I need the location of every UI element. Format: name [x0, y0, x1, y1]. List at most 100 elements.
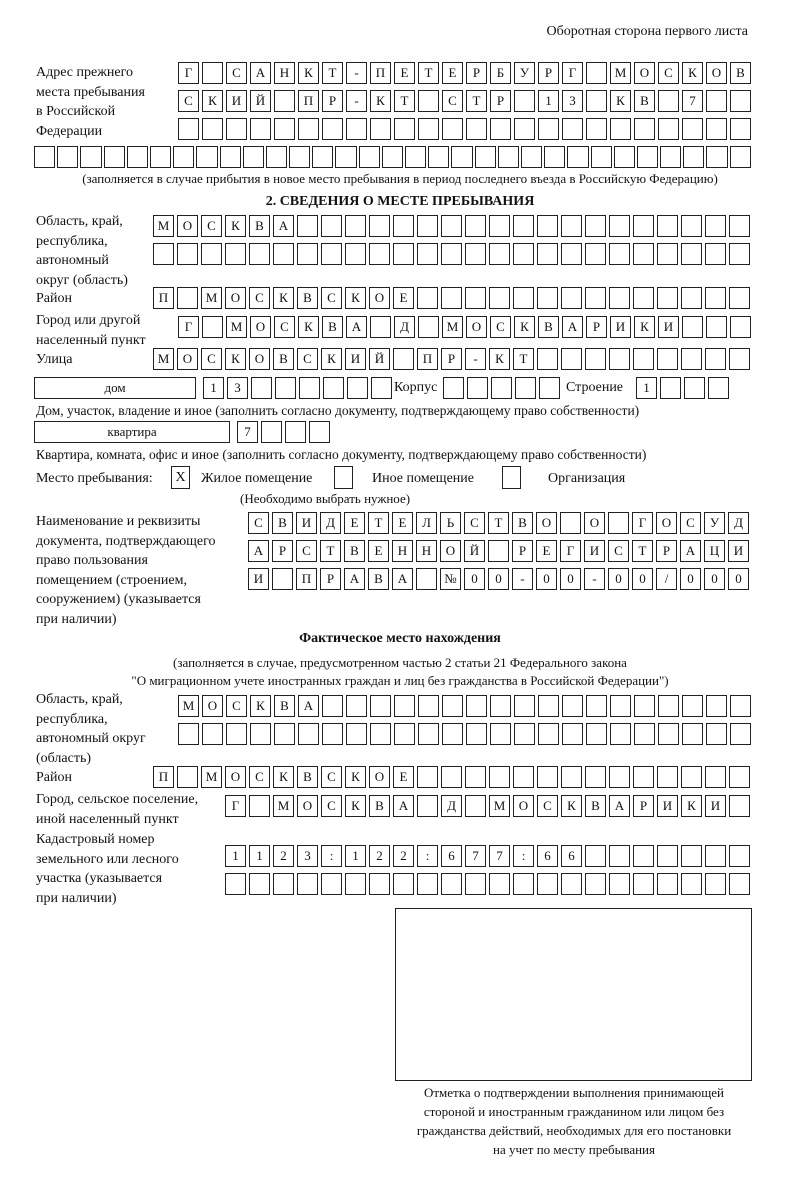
char-cell[interactable] [729, 766, 750, 788]
char-cell[interactable] [418, 90, 439, 112]
char-cell[interactable]: Е [442, 62, 463, 84]
char-cell[interactable]: А [393, 795, 414, 817]
char-cell[interactable] [561, 348, 582, 370]
char-cell[interactable] [544, 146, 566, 168]
char-cell[interactable] [177, 287, 198, 309]
char-cell[interactable]: А [273, 215, 294, 237]
char-cell[interactable]: К [634, 316, 655, 338]
char-cell[interactable]: Й [464, 540, 485, 562]
char-cell[interactable] [613, 146, 635, 168]
char-cell[interactable] [681, 873, 702, 895]
char-cell[interactable] [297, 243, 318, 265]
char-cell[interactable]: К [681, 795, 702, 817]
char-cell[interactable]: В [272, 512, 293, 534]
char-cell[interactable] [633, 766, 654, 788]
char-cell[interactable] [202, 62, 223, 84]
char-cell[interactable]: К [273, 766, 294, 788]
char-cell[interactable]: К [321, 348, 342, 370]
char-cell[interactable]: К [273, 287, 294, 309]
char-cell[interactable]: С [442, 90, 463, 112]
char-cell[interactable] [285, 421, 306, 443]
char-cell[interactable]: - [346, 90, 367, 112]
char-cell[interactable] [538, 723, 559, 745]
char-cell[interactable] [321, 215, 342, 237]
char-cell[interactable]: Й [369, 348, 390, 370]
char-cell[interactable] [242, 146, 264, 168]
char-cell[interactable]: М [226, 316, 247, 338]
prev-address-row-4[interactable] [34, 146, 751, 168]
char-cell[interactable] [202, 316, 223, 338]
char-cell[interactable] [681, 287, 702, 309]
char-cell[interactable]: / [656, 568, 677, 590]
char-cell[interactable]: О [177, 215, 198, 237]
char-cell[interactable]: К [370, 90, 391, 112]
char-cell[interactable] [706, 723, 727, 745]
char-cell[interactable] [609, 845, 630, 867]
char-cell[interactable]: В [634, 90, 655, 112]
char-cell[interactable] [371, 377, 392, 399]
char-cell[interactable] [345, 873, 366, 895]
char-cell[interactable] [442, 695, 463, 717]
char-cell[interactable]: 0 [680, 568, 701, 590]
char-cell[interactable] [393, 873, 414, 895]
char-cell[interactable]: К [298, 62, 319, 84]
char-cell[interactable]: М [489, 795, 510, 817]
char-cell[interactable]: Ь [440, 512, 461, 534]
char-cell[interactable]: И [657, 795, 678, 817]
char-cell[interactable]: Г [632, 512, 653, 534]
char-cell[interactable] [609, 873, 630, 895]
char-cell[interactable]: 7 [237, 421, 258, 443]
char-cell[interactable]: 0 [608, 568, 629, 590]
char-cell[interactable] [585, 873, 606, 895]
char-cell[interactable] [537, 215, 558, 237]
char-cell[interactable]: Р [441, 348, 462, 370]
char-cell[interactable] [730, 695, 751, 717]
char-cell[interactable] [657, 215, 678, 237]
char-cell[interactable]: К [345, 287, 366, 309]
char-cell[interactable] [513, 766, 534, 788]
char-cell[interactable]: Р [512, 540, 533, 562]
char-cell[interactable]: С [248, 512, 269, 534]
char-cell[interactable]: Р [586, 316, 607, 338]
char-cell[interactable]: С [608, 540, 629, 562]
char-cell[interactable] [514, 90, 535, 112]
char-cell[interactable] [515, 377, 536, 399]
char-cell[interactable] [322, 118, 343, 140]
char-cell[interactable] [705, 766, 726, 788]
char-cell[interactable] [633, 348, 654, 370]
char-cell[interactable]: 2 [369, 845, 390, 867]
char-cell[interactable] [491, 377, 512, 399]
char-cell[interactable] [730, 90, 751, 112]
char-cell[interactable] [393, 243, 414, 265]
char-cell[interactable] [226, 118, 247, 140]
char-cell[interactable] [467, 377, 488, 399]
char-cell[interactable] [657, 348, 678, 370]
char-cell[interactable] [34, 146, 56, 168]
char-cell[interactable] [585, 766, 606, 788]
char-cell[interactable] [201, 243, 222, 265]
char-cell[interactable] [729, 845, 750, 867]
char-cell[interactable]: К [489, 348, 510, 370]
char-cell[interactable] [609, 243, 630, 265]
char-cell[interactable] [465, 873, 486, 895]
char-cell[interactable]: Д [441, 795, 462, 817]
char-cell[interactable]: Т [322, 62, 343, 84]
char-cell[interactable] [708, 377, 729, 399]
char-cell[interactable]: Д [728, 512, 749, 534]
char-cell[interactable] [428, 146, 450, 168]
char-cell[interactable]: 0 [488, 568, 509, 590]
char-cell[interactable] [658, 118, 679, 140]
char-cell[interactable]: Н [274, 62, 295, 84]
char-cell[interactable]: С [490, 316, 511, 338]
char-cell[interactable]: Д [394, 316, 415, 338]
char-cell[interactable]: Р [490, 90, 511, 112]
char-cell[interactable] [417, 215, 438, 237]
char-cell[interactable] [177, 766, 198, 788]
char-cell[interactable]: М [178, 695, 199, 717]
char-cell[interactable] [634, 695, 655, 717]
char-cell[interactable] [560, 512, 581, 534]
char-cell[interactable] [513, 243, 534, 265]
char-cell[interactable]: О [706, 62, 727, 84]
char-cell[interactable] [633, 873, 654, 895]
